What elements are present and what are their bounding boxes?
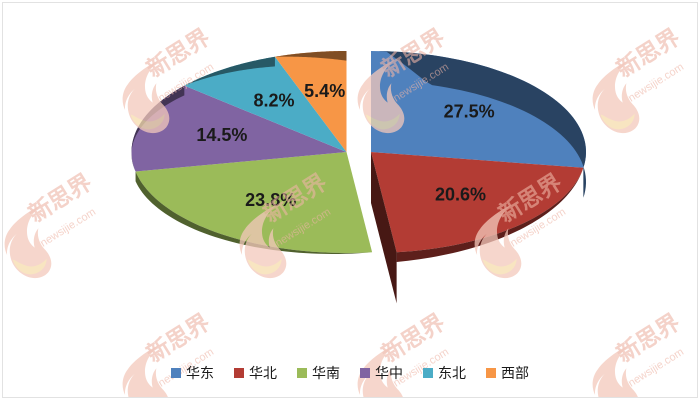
svg-text:8.2%: 8.2% (253, 91, 294, 111)
svg-text:5.4%: 5.4% (304, 81, 345, 101)
svg-text:27.5%: 27.5% (444, 101, 495, 121)
svg-text:14.5%: 14.5% (196, 125, 247, 145)
svg-text:20.6%: 20.6% (435, 184, 486, 204)
